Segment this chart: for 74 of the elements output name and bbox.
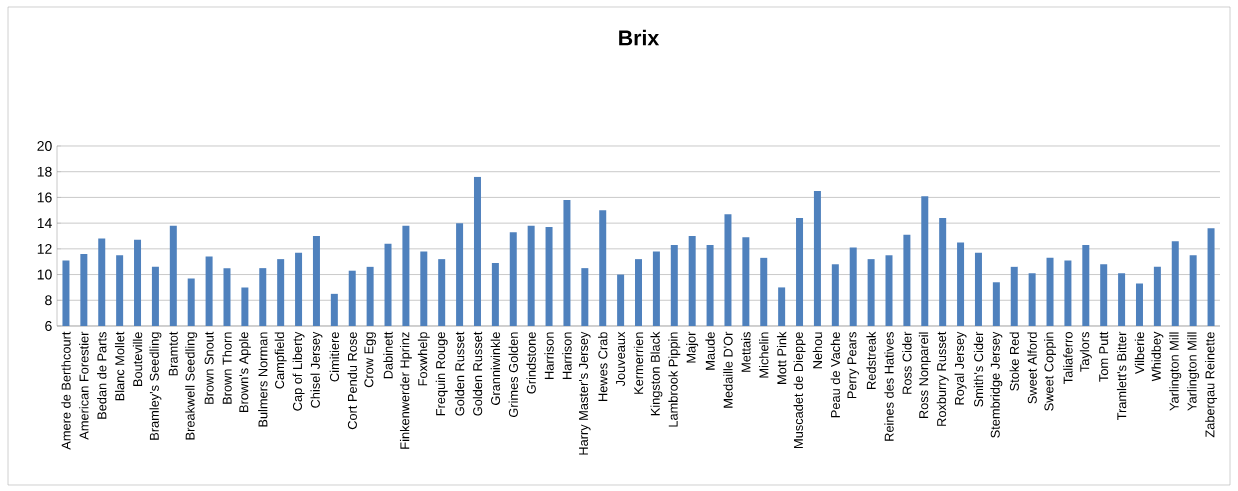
y-tick-label: 16 — [37, 192, 52, 203]
x-tick-label: Sweet Coppin — [1044, 332, 1056, 411]
x-tick-label: Stoke Red — [1009, 332, 1019, 391]
x-tick-label: Maude — [705, 332, 715, 370]
y-tick-label: 14 — [37, 218, 52, 228]
x-tick-label: Harrison — [544, 332, 554, 379]
x-tick-label: Bouteville — [132, 332, 143, 387]
x-tick-label: Bulmers Norman — [258, 332, 268, 427]
x-tick-label: Reines des Hatives — [884, 332, 894, 441]
x-tick-label: Redstreak — [866, 331, 876, 389]
x-tick-label: Perry Pears — [847, 332, 859, 399]
x-tick-label: Bedan de Parts — [97, 332, 107, 419]
y-tick-label: 10 — [37, 269, 52, 280]
x-tick-label: Brown Snout — [204, 331, 214, 404]
x-tick-label: Harrison — [562, 332, 572, 379]
x-tick-label: Kingston Black — [650, 331, 663, 416]
x-tick-label: Crow Egg — [364, 332, 376, 388]
y-tick-label: 12 — [37, 243, 52, 254]
x-tick-label: Zaberqau Reinette — [1205, 332, 1218, 438]
x-tick-label: Vilberie — [1134, 332, 1145, 374]
x-tick-label: Cap of Liberty — [292, 331, 305, 411]
x-tick-label: Yarlington Mill — [1169, 332, 1182, 411]
x-tick-label: Ross Nonpareil — [918, 332, 931, 419]
x-tick-label: Stembridge Jersey — [990, 331, 1003, 438]
x-tick-label: Dabinett — [383, 331, 393, 379]
x-tick-label: Bramley's Seedling — [149, 332, 162, 440]
x-tick-label: Campfield — [274, 332, 287, 389]
x-tick-label: Chisel Jersey — [310, 331, 323, 408]
x-tick-label: Mott Pink — [776, 331, 787, 384]
x-tick-label: Peau de Vache — [830, 332, 841, 418]
x-tick-label: Taliaferro — [1063, 332, 1073, 384]
y-tick-label: 20 — [37, 141, 52, 151]
x-tick-label: Brown's Apple — [238, 332, 251, 412]
x-tick-label: Bramtot — [168, 331, 178, 376]
chart-title: Brix — [619, 29, 660, 46]
x-tick-label: Medaille D'Or — [723, 331, 733, 408]
x-tick-label: Yarlington Mill — [1187, 332, 1200, 411]
x-tick-label: Tom Putt — [1099, 331, 1109, 382]
x-tick-label: Grindstone — [526, 332, 536, 394]
x-tick-label: Michelin — [759, 332, 769, 378]
y-tick-label: 18 — [37, 166, 52, 177]
x-tick-label: Amere de Berthcourt — [61, 331, 71, 450]
x-tick-label: Breakwell Seedling — [185, 332, 198, 440]
x-tick-label: Smith's Cider — [973, 331, 984, 407]
x-tick-label: Blanc Mollet — [114, 331, 125, 401]
x-tick-label: Finkenwerder Hprinz — [399, 332, 412, 449]
x-tick-label: Taylors — [1079, 332, 1092, 372]
x-tick-label: Grimes Golden — [508, 332, 518, 418]
x-tick-label: Cimitiere — [329, 332, 340, 382]
x-tick-label: American Forestier — [79, 331, 89, 440]
x-tick-label: Golden Russet — [454, 331, 465, 416]
x-tick-label: Granniwinkle — [490, 332, 501, 405]
x-tick-label: Lambrook Pippin — [668, 332, 681, 427]
x-tick-label: Hewes Crab — [598, 332, 608, 401]
x-tick-label: Foxwhelp — [417, 332, 430, 386]
x-tick-label: Muscadet de Dieppe — [793, 332, 806, 448]
x-tick-label: Cort Pendu Rose — [347, 332, 357, 430]
x-tick-label: Tramlett's Bitter — [1116, 331, 1127, 421]
x-tick-label: Frequin Rouge — [435, 332, 448, 416]
x-tick-label: Harry Master's Jersey — [579, 331, 591, 455]
x-tick-label: Nehou — [812, 332, 823, 369]
x-tick-label: Brown Thorn — [222, 332, 232, 404]
x-tick-label: Kermerrien — [633, 332, 644, 394]
x-tick-label: Sweet Alford — [1027, 332, 1037, 404]
x-tick-label: Major — [686, 331, 699, 363]
x-tick-label: Mettais — [741, 332, 751, 372]
x-tick-label: Golden Russet — [472, 331, 483, 416]
x-tick-label: Royal Jersey — [954, 331, 967, 405]
x-tick-label: Roxburry Russet — [936, 331, 949, 426]
y-tick-label: 8 — [45, 295, 52, 306]
x-tick-label: Jouveaux — [616, 331, 626, 387]
x-tick-label: Ross Cider — [902, 331, 912, 394]
x-tick-label: Whidbey — [1151, 331, 1164, 382]
y-tick-label: 6 — [45, 321, 52, 331]
